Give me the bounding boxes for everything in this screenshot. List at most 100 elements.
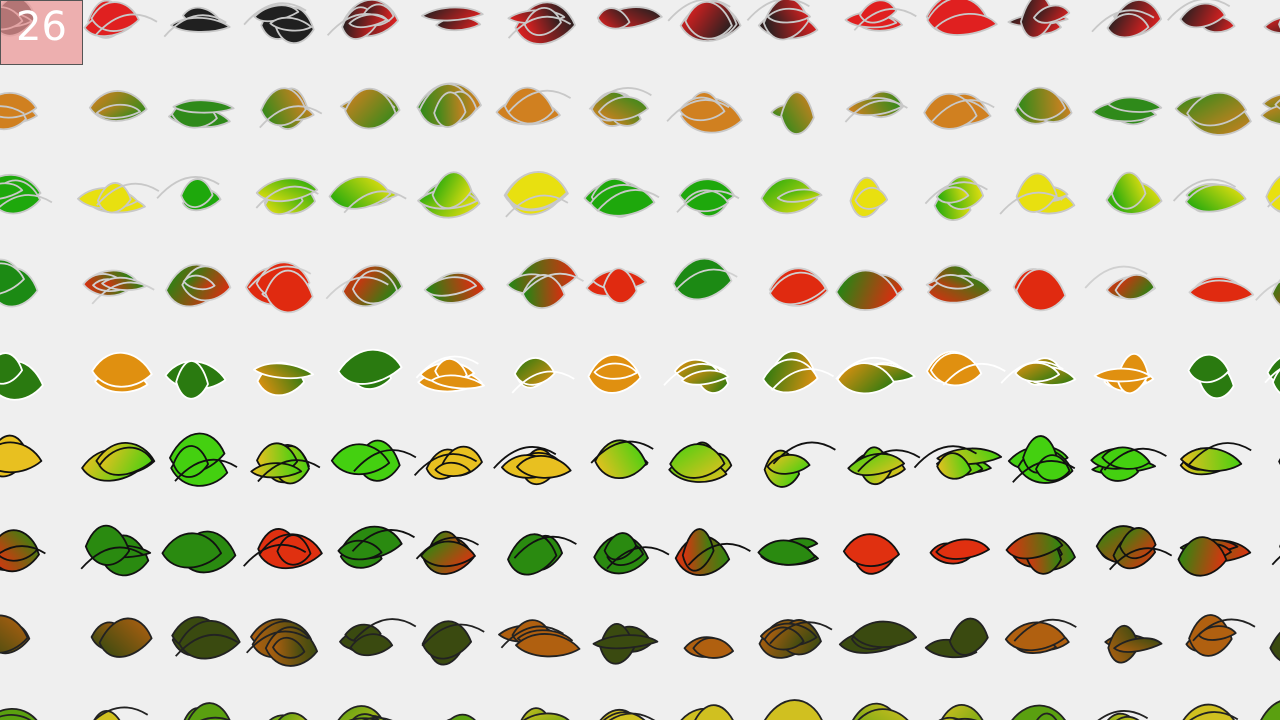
shape-cell	[999, 172, 1076, 215]
shape-cell	[599, 709, 656, 720]
shape-cell	[925, 264, 992, 304]
shape-cell	[1177, 536, 1252, 577]
shape-cell	[83, 0, 158, 39]
shape-cell	[0, 529, 46, 573]
shape-cell	[93, 706, 149, 720]
shape-cell	[325, 264, 404, 308]
shape-cell	[243, 2, 315, 45]
shape-cell	[503, 171, 569, 218]
shape-cell	[663, 359, 730, 394]
shape-cell	[1011, 704, 1066, 720]
shape-cell	[770, 91, 815, 135]
shape-cell	[835, 356, 916, 395]
shape-cell	[1097, 710, 1149, 720]
shape-cell	[926, 350, 1006, 387]
shape-cell	[923, 92, 995, 130]
shape-cell	[1095, 525, 1173, 571]
shape-cell	[163, 6, 231, 38]
shape-cell	[585, 267, 647, 304]
shape-cell	[1188, 276, 1255, 304]
shape-cell	[1091, 0, 1162, 39]
shape-cell	[255, 177, 319, 216]
shape-cell	[1104, 625, 1163, 664]
shape-cell	[80, 524, 152, 577]
shape-cell	[506, 257, 584, 310]
shape-cell	[77, 182, 160, 214]
shape-cell	[423, 271, 486, 304]
shape-cell	[925, 0, 998, 36]
shape-cell	[0, 434, 43, 478]
shape-cell	[680, 704, 734, 720]
shape-cell	[88, 90, 148, 122]
shape-cell	[835, 269, 905, 311]
shape-cell	[326, 0, 399, 40]
shape-cell	[413, 445, 483, 480]
shape-cell	[938, 704, 984, 720]
shape-cell	[842, 533, 900, 575]
shape-cell	[0, 258, 39, 308]
shape-cell	[446, 713, 476, 720]
shape-cell	[253, 361, 315, 397]
shape-cell	[762, 350, 835, 394]
shape-cell	[421, 6, 484, 32]
shape-cell	[672, 257, 738, 301]
shape-cell	[0, 614, 31, 655]
shape-cell	[82, 269, 155, 305]
shape-cell	[507, 1, 576, 45]
shape-cell	[676, 178, 740, 218]
shape-cell	[493, 446, 572, 486]
shape-cell	[421, 620, 485, 666]
shape-cell	[1260, 94, 1280, 126]
shape-cell	[1014, 86, 1073, 125]
shape-cell	[328, 175, 407, 214]
shape-cell	[758, 619, 833, 659]
shape-cell	[417, 171, 481, 219]
shape-cell	[1185, 614, 1256, 657]
shape-cell	[495, 86, 572, 126]
shape-cell	[339, 618, 417, 657]
shape-cell	[587, 354, 642, 394]
shape-cell	[1260, 700, 1280, 720]
shape-cell	[416, 82, 482, 128]
shape-cell	[165, 263, 232, 308]
shape-cell	[415, 530, 479, 575]
shape-cell	[667, 0, 742, 42]
shape-cell	[169, 432, 238, 487]
shape-cell	[168, 99, 235, 129]
shape-cell	[337, 348, 403, 390]
shape-cell	[1187, 353, 1235, 400]
shape-cell	[746, 0, 819, 41]
shape-cell	[592, 623, 659, 665]
shape-cell	[1172, 178, 1247, 213]
shape-cell	[1269, 631, 1280, 661]
shape-cell	[1084, 265, 1156, 300]
shape-cell	[183, 702, 231, 720]
shape-cell	[1264, 357, 1280, 394]
shape-cell	[1091, 96, 1163, 126]
shape-cell	[90, 617, 153, 658]
shape-cell	[1093, 353, 1155, 394]
shape-cell	[666, 91, 743, 134]
shape-cell	[498, 619, 581, 658]
shape-cell	[1000, 357, 1077, 386]
shape-cell	[847, 446, 921, 486]
shape-cell	[507, 533, 577, 576]
shape-cell	[849, 176, 889, 218]
shape-cell	[1167, 0, 1236, 34]
shape-cell	[1090, 446, 1167, 482]
generation-counter-badge: 26	[0, 0, 83, 65]
shape-cell	[924, 617, 989, 659]
shape-cell	[588, 87, 652, 127]
shape-cell	[583, 178, 660, 218]
shape-cell	[171, 616, 241, 660]
shape-cell	[415, 355, 485, 393]
shape-cell	[0, 91, 38, 131]
shape-cell	[763, 441, 836, 488]
shape-cell	[0, 708, 38, 720]
shape-cell	[330, 439, 417, 482]
shape-cell	[924, 175, 988, 221]
shape-cell	[1271, 544, 1280, 566]
shape-cell	[0, 173, 53, 215]
